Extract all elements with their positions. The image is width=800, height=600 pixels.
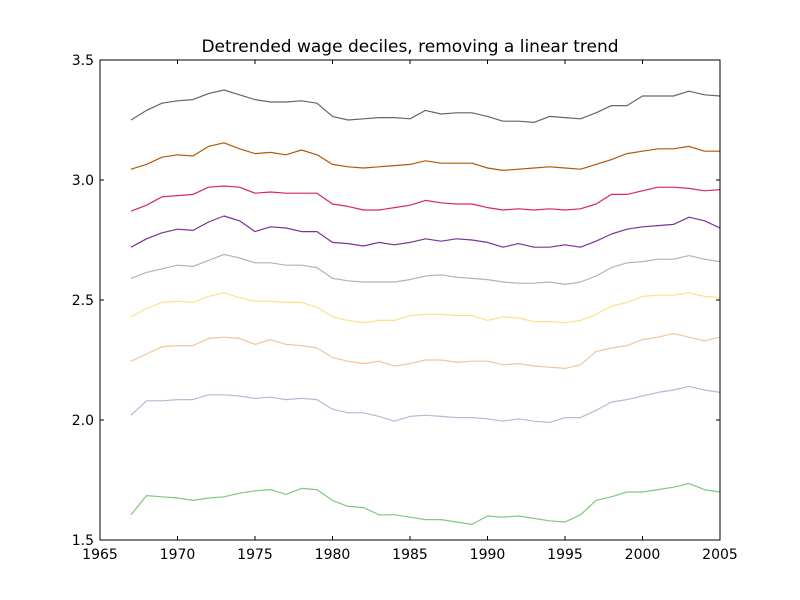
series-line-9 <box>130 483 721 525</box>
x-tick-label: 1980 <box>315 547 351 563</box>
series-line-3 <box>130 185 721 212</box>
series-line-8 <box>130 385 721 423</box>
series-line-2 <box>130 142 720 171</box>
series-line-4 <box>130 215 721 248</box>
series-line-7 <box>130 333 721 369</box>
plot-frame <box>99 59 721 541</box>
x-tick-label: 2005 <box>702 547 738 563</box>
x-tick-label: 1965 <box>82 547 118 563</box>
series-line-1 <box>130 89 721 123</box>
x-tick-label: 2000 <box>625 547 661 563</box>
y-tick-label: 1.5 <box>72 533 94 549</box>
y-tick-label: 2.5 <box>72 293 94 309</box>
x-tick-label: 1990 <box>470 547 506 563</box>
series-line-6 <box>130 292 721 324</box>
x-tick-label: 1995 <box>547 547 583 563</box>
series-layer <box>130 89 721 525</box>
x-tick-label: 1970 <box>160 547 196 563</box>
y-tick-label: 3.5 <box>72 53 94 69</box>
y-axis: 1.5 2.0 2.5 3.0 3.5 <box>72 53 720 549</box>
x-axis: 1965 1970 1975 1980 1985 1990 1995 2000 2005 <box>82 60 738 563</box>
series-line-5 <box>130 253 721 285</box>
x-tick-label: 1985 <box>392 547 428 563</box>
x-tick-label: 1975 <box>237 547 273 563</box>
y-tick-label: 2.0 <box>72 413 94 429</box>
y-tick-label: 3.0 <box>72 173 94 189</box>
plot-area: 1965 1970 1975 1980 1985 1990 1995 2000 2005 1.5… <box>72 53 738 563</box>
chart-title: Detrended wage deciles, removing a linea… <box>201 37 618 57</box>
